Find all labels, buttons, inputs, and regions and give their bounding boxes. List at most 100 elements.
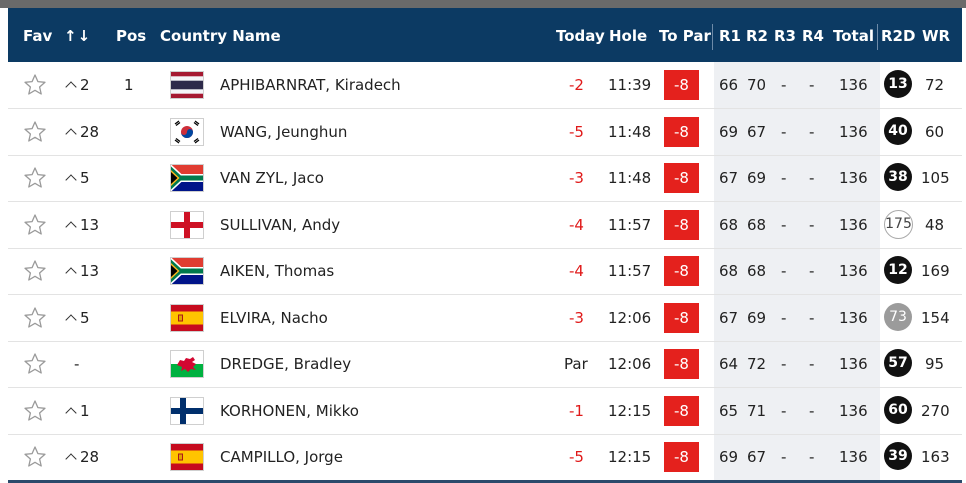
favorite-star-icon[interactable] [23,166,47,190]
player-name[interactable]: KORHONEN, Mikko [220,401,359,420]
movement-value: 13 [80,262,100,280]
position-movement: 28 [65,122,100,141]
movement-value: 5 [80,169,90,187]
to-par-badge: -8 [664,70,699,100]
table-row[interactable]: 13 SULLIVAN, Andy -4 11:57 -8 68 68- -136 175 48 [8,202,962,249]
hole: 12:06 [608,355,652,373]
col-r1[interactable]: R1 [719,27,741,45]
movement-value: 28 [80,122,100,141]
to-par-badge: -8 [664,116,699,147]
up-caret-icon [65,453,77,465]
round4-score: - [809,262,815,280]
player-name[interactable]: WANG, Jeunghun [220,122,348,141]
table-row[interactable]: 2 1 APHIBARNRAT, Kiradech -2 11:39 -8 66 70- -13… [8,62,962,109]
player-name[interactable]: DREDGE, Bradley [220,355,352,373]
round2-score: 68 [747,215,767,234]
finland-flag-icon [170,396,204,425]
col-pos[interactable]: Pos [116,27,147,45]
up-caret-icon [65,220,77,233]
header-divider [712,24,713,50]
round2-score: 69 [747,308,767,327]
favorite-star-icon[interactable] [23,213,47,237]
player-name[interactable]: VAN ZYL, Jaco [220,169,324,187]
round4-score: - [809,169,815,187]
favorite-star-icon[interactable] [23,259,47,283]
total-score: 136 [839,355,868,373]
total-score: 136 [839,262,868,280]
movement-value: 28 [80,448,100,466]
col-total[interactable]: Total [833,27,874,45]
col-country-name[interactable]: Country Name [160,27,281,45]
r2d-rank-badge: 73 [884,302,912,331]
world-ranking: 95 [925,355,945,373]
player-name[interactable]: SULLIVAN, Andy [220,215,341,234]
round1-score: 67 [719,169,739,187]
table-row[interactable]: 5 VAN ZYL, Jaco -3 11:48 -8 67 69- -136 38 105 [8,155,962,202]
hole: 12:06 [608,308,652,327]
col-to-par[interactable]: To Par [659,27,711,45]
col-hole[interactable]: Hole [609,27,648,45]
total-score: 136 [839,448,868,466]
hole: 11:57 [608,262,652,280]
south-africa-flag-icon [170,164,204,192]
round3-score: - [781,215,787,234]
today-score: -4 [569,262,584,280]
col-r2[interactable]: R2 [746,27,768,45]
r2d-rank-badge: 38 [884,163,912,191]
favorite-star-icon[interactable] [23,120,47,144]
thailand-flag-icon [170,71,204,99]
col-movement-sort-icon[interactable]: ↑↓ [64,27,92,45]
player-name[interactable]: APHIBARNRAT, Kiradech [220,76,401,94]
table-row[interactable]: 28 CAMPILLO, Jorge -5 12:15 -8 69 67- -136 39 163 [8,434,962,481]
world-ranking: 48 [925,215,945,234]
round2-score: 67 [747,122,767,141]
to-par-badge: -8 [664,349,699,379]
player-name[interactable]: AIKEN, Thomas [220,262,335,280]
table-row[interactable]: - DREDGE, Bradley Par 12:06 -8 64 72- -136 57 95 [8,341,962,388]
hole: 11:48 [608,169,652,187]
col-fav[interactable]: Fav [23,27,53,45]
favorite-star-icon[interactable] [23,445,47,469]
position-movement: 5 [65,309,90,327]
total-score: 136 [839,169,868,187]
round4-score: - [809,122,815,141]
world-ranking: 163 [921,448,950,466]
col-r3[interactable]: R3 [774,27,796,45]
movement-value: 2 [80,76,90,94]
r2d-rank-badge: 175 [884,209,913,239]
col-wr[interactable]: WR [922,27,951,45]
world-ranking: 169 [921,262,950,280]
up-caret-icon [65,267,77,279]
table-row[interactable]: 5 ELVIRA, Nacho -3 12:06 -8 67 69- -136 73 154 [8,295,962,342]
round2-score: 68 [747,262,767,280]
col-r4[interactable]: R4 [802,27,824,45]
round4-score: - [809,355,815,373]
wales-flag-icon [170,350,204,378]
favorite-star-icon[interactable] [23,306,47,330]
today-score: -5 [569,122,584,141]
table-row[interactable]: 28 WANG, Jeunghun -5 11:48 -8 69 67- -136 40 60 [8,109,962,156]
favorite-star-icon[interactable] [23,73,47,97]
total-score: 136 [839,401,868,420]
table-row[interactable]: 13 AIKEN, Thomas -4 11:57 -8 68 68- -136 12 169 [8,248,962,295]
up-caret-icon [65,406,77,419]
favorite-star-icon[interactable] [23,352,47,376]
favorite-star-icon[interactable] [23,399,47,423]
today-score: Par [564,355,588,373]
today-score: -5 [569,448,584,466]
bottom-border [8,480,962,483]
col-r2d[interactable]: R2D [881,27,916,45]
player-name[interactable]: CAMPILLO, Jorge [220,448,343,466]
position-movement: 2 [65,76,90,94]
round1-score: 68 [719,262,739,280]
up-caret-icon [65,174,77,186]
position-movement: 13 [65,262,100,280]
table-row[interactable]: 1 KORHONEN, Mikko -1 12:15 -8 65 71- -136 60 270 [8,388,962,435]
round3-score: - [781,401,787,420]
total-score: 136 [839,215,868,234]
player-name[interactable]: ELVIRA, Nacho [220,308,328,327]
r2d-rank-badge: 13 [884,70,912,98]
col-today[interactable]: Today [556,27,605,45]
round4-score: - [809,76,815,94]
round1-score: 66 [719,76,739,94]
